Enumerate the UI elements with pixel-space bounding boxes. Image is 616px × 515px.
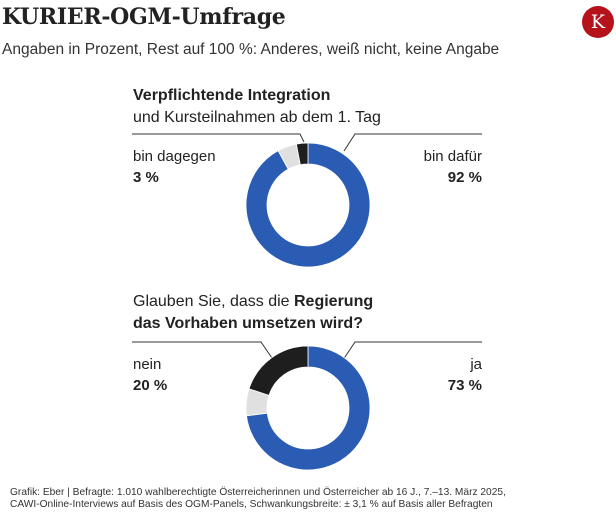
chart1-leader-right	[343, 133, 482, 152]
chart2-title-plain: Glauben Sie, dass die	[133, 293, 294, 310]
page-title: KURIER-OGM-Umfrage	[2, 4, 286, 30]
chart1-label-right: bin dafür 92 %	[382, 146, 482, 188]
chart1-slice-bin-dagegen	[295, 142, 309, 166]
footer-line-1: Grafik: Eber | Befragte: 1.010 wahlberec…	[10, 487, 506, 498]
chart2-leader-left	[132, 341, 275, 362]
chart1-leader-left	[132, 133, 305, 143]
chart2-label-no-name: nein	[133, 356, 162, 373]
chart2-label-yes-value: 73 %	[447, 377, 482, 394]
chart2-title: Glauben Sie, dass die Regierung das Vorh…	[133, 291, 373, 335]
kurier-logo-icon: K	[582, 6, 614, 38]
chart1-slice-bin-dafür	[245, 142, 371, 268]
chart2-label-no-value: 20 %	[133, 377, 168, 394]
chart2-title-bold1: Regierung	[294, 293, 374, 310]
footer-source: Grafik: Eber | Befragte: 1.010 wahlberec…	[10, 487, 506, 511]
chart2-label-yes-name: ja	[470, 356, 482, 373]
chart1-label-left: bin dagegen 3 %	[133, 146, 216, 188]
chart1-label-yes-name: bin dafür	[423, 148, 482, 165]
chart1-label-yes-value: 92 %	[447, 169, 482, 186]
chart2-slice-nein	[248, 345, 309, 396]
chart1-label-no-value: 3 %	[133, 169, 159, 186]
chart2-donut	[245, 345, 371, 471]
footer-line-2: CAWI-Online-Interviews auf Basis des OGM…	[10, 499, 493, 510]
chart2-leader-right	[342, 341, 482, 361]
chart2-title-bold2: das Vorhaben umsetzen wird?	[133, 315, 363, 332]
chart1-title: Verpflichtende Integration und Kursteiln…	[133, 85, 381, 129]
chart2-label-left: nein 20 %	[133, 354, 167, 396]
chart2-label-right: ja 73 %	[382, 354, 482, 396]
chart1-title-bold: Verpflichtende Integration	[133, 87, 331, 104]
chart1-label-no-name: bin dagegen	[133, 148, 216, 165]
page-subtitle: Angaben in Prozent, Rest auf 100 %: Ande…	[2, 41, 500, 58]
chart1-title-rest: und Kursteilnahmen ab dem 1. Tag	[133, 109, 381, 126]
chart1-donut	[245, 142, 371, 268]
chart2-slice-ja	[246, 345, 371, 471]
